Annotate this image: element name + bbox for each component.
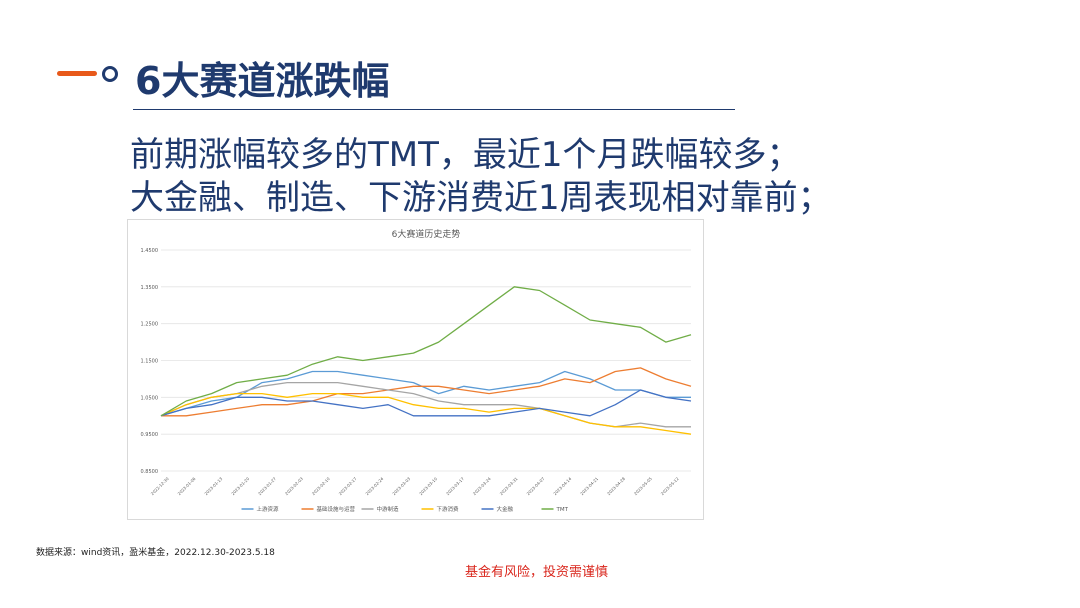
- y-tick-label: 0.9500: [141, 432, 159, 438]
- x-tick-label: 2023-04-28: [606, 476, 626, 496]
- series-line: [160, 381, 691, 428]
- legend-label: 基础设施与运营: [317, 505, 356, 513]
- x-tick-label: 2023-03-10: [418, 476, 438, 496]
- chart-canvas: 6大赛道历史走势 0.8500 0.9500 1.0500 1.1500 1.2500 1.…: [141, 228, 692, 513]
- x-tick-label: 2023-04-21: [579, 476, 599, 496]
- x-tick-label: 2023-01-13: [203, 476, 223, 496]
- summary-line-2: 大金融、制造、下游消费近1周表现相对靠前；: [130, 178, 832, 218]
- chart-title: 6大赛道历史走势: [392, 228, 461, 240]
- legend-label: TMT: [556, 507, 569, 513]
- y-tick-label: 1.3500: [141, 285, 159, 291]
- x-tick-label: 2023-03-17: [445, 476, 465, 496]
- series-line: [160, 286, 692, 417]
- slide-title: 6大赛道涨跌幅: [135, 59, 390, 103]
- series-line: [160, 392, 692, 435]
- title-accent-dash: [57, 71, 97, 76]
- legend-label: 大金融: [497, 505, 514, 513]
- x-tick-label: 2023-05-12: [660, 476, 680, 496]
- x-tick-label: 2023-01-20: [230, 476, 250, 496]
- line-chart: 6大赛道历史走势 0.8500 0.9500 1.0500 1.1500 1.2500 1.…: [127, 219, 704, 520]
- x-tick-label: 2023-01-06: [177, 476, 197, 496]
- x-tick-label: 2023-02-03: [284, 476, 304, 496]
- x-tick-label: 2023-05-05: [633, 476, 653, 496]
- y-tick-label: 1.4500: [141, 248, 159, 254]
- x-tick-label: 2023-03-24: [472, 476, 492, 496]
- y-tick-label: 1.2500: [141, 322, 159, 328]
- x-tick-label: 2023-02-10: [311, 476, 331, 496]
- x-tick-label: 2023-03-31: [499, 476, 519, 496]
- x-tick-label: 2023-04-07: [526, 476, 546, 496]
- title-accent-dot: [102, 66, 118, 82]
- x-tick-label: 2023-01-27: [257, 476, 277, 496]
- data-source-note: 数据来源：wind资讯，盈米基金，2022.12.30-2023.5.18: [36, 548, 275, 558]
- legend-label: 上游资源: [257, 505, 280, 513]
- y-tick-label: 1.0500: [141, 395, 159, 401]
- legend-label: 中游制造: [377, 505, 400, 513]
- summary-line-1: 前期涨幅较多的TMT，最近1个月跌幅较多；: [130, 135, 801, 175]
- x-tick-label: 2023-04-14: [552, 476, 572, 496]
- series-line: [160, 389, 692, 417]
- series-line: [161, 367, 692, 417]
- legend-label: 下游消费: [437, 505, 460, 513]
- x-tick-label: 2023-02-24: [364, 476, 384, 496]
- x-tick-label: 2023-02-17: [338, 476, 358, 496]
- x-tick-label: 2022-12-30: [150, 476, 170, 496]
- y-tick-label: 0.8500: [141, 469, 159, 475]
- risk-disclaimer: 基金有风险，投资需谨慎: [465, 565, 609, 580]
- title-underline: [133, 109, 735, 110]
- x-tick-label: 2023-03-03: [391, 476, 411, 496]
- y-tick-label: 1.1500: [141, 359, 159, 365]
